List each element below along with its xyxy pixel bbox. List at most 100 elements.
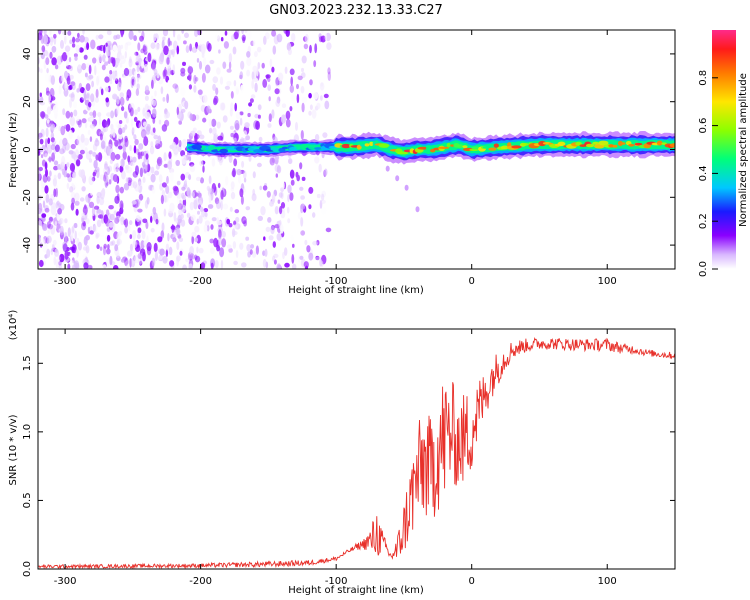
noise-speckle <box>87 194 91 205</box>
noise-speckle <box>218 237 223 246</box>
noise-speckle <box>189 43 193 52</box>
noise-speckle <box>101 222 107 227</box>
noise-speckle <box>324 100 330 110</box>
noise-speckle <box>154 251 158 261</box>
noise-speckle <box>194 30 199 37</box>
noise-speckle <box>204 64 211 74</box>
noise-speckle <box>119 97 125 106</box>
noise-speckle <box>92 171 97 177</box>
noise-speckle <box>320 35 326 43</box>
noise-speckle <box>177 214 182 224</box>
noise-speckle <box>68 93 75 98</box>
x-tick-label: 100 <box>598 576 617 587</box>
noise-speckle <box>79 197 85 202</box>
noise-speckle <box>254 82 258 93</box>
noise-speckle <box>171 192 175 202</box>
noise-speckle <box>125 116 129 124</box>
noise-speckle <box>109 159 113 164</box>
noise-speckle <box>112 131 116 138</box>
noise-speckle <box>129 220 133 226</box>
noise-speckle <box>110 110 115 119</box>
noise-speckle <box>39 92 42 97</box>
noise-speckle <box>135 120 142 129</box>
noise-speckle <box>76 88 80 93</box>
noise-speckle <box>66 51 70 56</box>
noise-speckle <box>77 154 83 160</box>
noise-speckle <box>56 212 61 222</box>
noise-speckle <box>98 54 103 63</box>
noise-speckle <box>201 53 205 58</box>
noise-speckle <box>224 85 230 90</box>
noise-speckle <box>86 204 92 209</box>
noise-speckle <box>139 260 143 266</box>
noise-speckle <box>38 171 41 181</box>
noise-speckle <box>78 231 84 237</box>
noise-speckle <box>191 46 198 53</box>
noise-speckle <box>258 136 263 142</box>
colorbar-tick-label: 0.2 <box>698 213 709 229</box>
noise-speckle <box>55 258 59 269</box>
noise-speckle <box>169 260 175 267</box>
noise-speckle <box>85 218 90 225</box>
signal-blob <box>364 143 370 147</box>
noise-speckle <box>136 64 140 73</box>
noise-speckle <box>262 258 267 268</box>
noise-speckle <box>195 176 201 182</box>
noise-speckle <box>169 144 174 149</box>
noise-speckle <box>50 75 56 85</box>
noise-speckle <box>167 49 174 56</box>
noise-speckle <box>266 191 271 198</box>
noise-speckle <box>234 123 240 131</box>
drift-tail-point <box>385 165 390 172</box>
noise-speckle <box>142 44 146 52</box>
noise-speckle <box>146 242 152 252</box>
noise-speckle <box>38 166 43 172</box>
noise-speckle <box>287 194 290 203</box>
noise-speckle <box>196 218 199 225</box>
noise-speckle <box>91 206 96 217</box>
noise-speckle <box>77 241 82 251</box>
noise-speckle <box>231 228 236 238</box>
noise-speckle <box>53 160 59 166</box>
x-tick-label: -100 <box>325 276 348 287</box>
noise-speckle <box>38 234 41 244</box>
noise-speckle <box>38 207 42 215</box>
noise-speckle <box>172 50 175 58</box>
noise-speckle <box>164 66 167 77</box>
snr-frame <box>37 328 676 570</box>
noise-speckle <box>39 30 43 36</box>
noise-speckle <box>116 215 121 222</box>
noise-speckle <box>40 154 44 159</box>
x-tick-label: 100 <box>598 276 617 287</box>
noise-speckle <box>127 155 131 163</box>
spectrogram-x-label: Height of straight line (km) <box>288 285 424 296</box>
noise-speckle <box>47 223 54 230</box>
spectrogram-image <box>38 30 675 269</box>
noise-speckle <box>123 111 128 119</box>
noise-speckle <box>87 264 93 269</box>
noise-speckle <box>49 37 54 43</box>
noise-speckle <box>271 157 275 164</box>
signal-blob <box>598 140 609 146</box>
noise-speckle <box>193 74 197 85</box>
noise-speckle <box>58 261 62 266</box>
noise-speckle <box>290 235 294 241</box>
noise-speckle <box>74 56 78 61</box>
noise-speckle <box>240 84 244 94</box>
noise-speckle <box>170 171 174 182</box>
noise-speckle <box>235 30 240 37</box>
noise-speckle <box>179 250 183 256</box>
x-tick-label: 0 <box>469 576 475 587</box>
noise-speckle <box>86 42 90 50</box>
noise-speckle <box>44 153 48 159</box>
noise-speckle <box>202 165 205 173</box>
noise-speckle <box>104 76 110 83</box>
signal-blob <box>500 145 509 150</box>
noise-speckle <box>134 254 140 264</box>
noise-speckle <box>207 42 212 52</box>
noise-speckle <box>137 208 143 213</box>
noise-speckle <box>51 45 57 53</box>
noise-speckle <box>51 152 55 162</box>
noise-speckle <box>239 242 244 250</box>
signal-blob <box>634 142 643 146</box>
